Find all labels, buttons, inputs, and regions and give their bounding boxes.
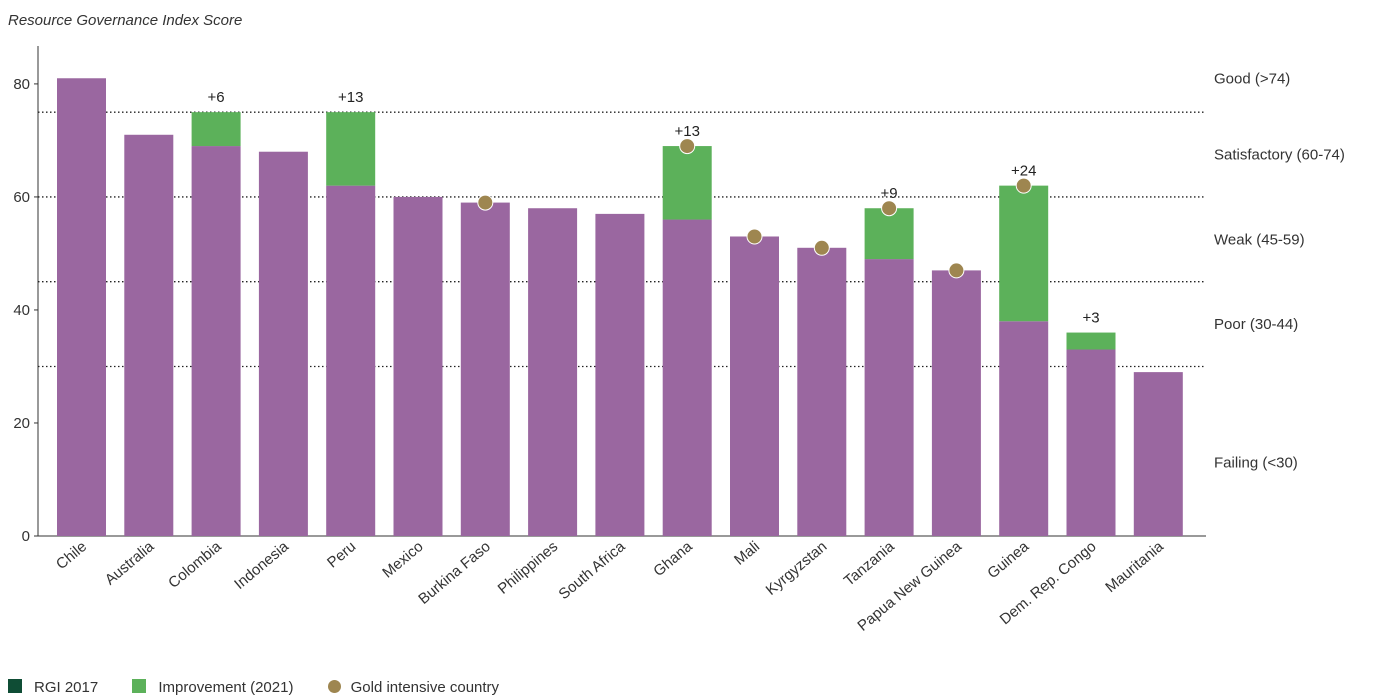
- bar-rgi-2017-kyrgyzstan: [797, 247, 847, 536]
- legend-label-rgi-2017: RGI 2017: [34, 678, 99, 696]
- bar-annotation-dem-rep-congo: +3: [1082, 310, 1099, 327]
- band-label-poor-30-44: Poor (30-44): [1214, 316, 1298, 333]
- bar-rgi-2017-colombia: [191, 146, 241, 536]
- bar-rgi-2017-tanzania: [864, 259, 914, 536]
- y-tick-label-80: 80: [13, 76, 30, 93]
- gold-dot-burkina-faso: [477, 194, 494, 211]
- y-tick-label-60: 60: [13, 189, 30, 206]
- bar-rgi-2017-peru: [326, 185, 376, 536]
- bar-improvement-ghana: [662, 146, 712, 220]
- x-tick-label-mali: Mali: [731, 538, 763, 569]
- x-tick-label-philippines: Philippines: [495, 538, 562, 598]
- x-tick-label-tanzania: Tanzania: [841, 538, 898, 590]
- legend: RGI 2017 Improvement (2021) Gold intensi…: [8, 678, 529, 696]
- bar-improvement-dem-rep-congo: [1066, 332, 1116, 350]
- x-tick-label-indonesia: Indonesia: [231, 538, 292, 593]
- bar-rgi-2017-papua-new-guinea: [931, 270, 981, 536]
- bar-rgi-2017-ghana: [662, 219, 712, 536]
- bar-rgi-2017-dem-rep-congo: [1066, 349, 1116, 536]
- bar-improvement-peru: [326, 112, 376, 186]
- gold-dot-papua-new-guinea: [948, 262, 965, 279]
- band-label-failing-30: Failing (<30): [1214, 455, 1298, 472]
- gold-dot-mali: [746, 228, 763, 245]
- x-tick-label-mauritania: Mauritania: [1102, 538, 1167, 596]
- bar-annotation-peru: +13: [338, 89, 363, 106]
- bar-rgi-2017-mexico: [393, 196, 443, 536]
- bar-improvement-colombia: [191, 112, 241, 147]
- legend-dot-gold-intensive: [327, 679, 341, 693]
- bar-rgi-2017-guinea: [999, 321, 1049, 536]
- bar-rgi-2017-mali: [730, 236, 779, 536]
- x-tick-label-ghana: Ghana: [650, 538, 696, 580]
- bar-annotation-colombia: +6: [208, 89, 225, 106]
- gold-dot-tanzania: [881, 200, 898, 217]
- legend-label-improvement: Improvement (2021): [158, 678, 294, 696]
- x-tick-label-australia: Australia: [102, 538, 158, 589]
- legend-item-gold-intensive: Gold intensive country: [327, 678, 500, 696]
- band-label-good-74: Good (>74): [1214, 70, 1290, 87]
- bar-rgi-2017-australia: [124, 134, 174, 536]
- x-tick-label-peru: Peru: [324, 538, 359, 571]
- x-tick-label-guinea: Guinea: [984, 538, 1032, 583]
- legend-item-improvement: Improvement (2021): [132, 678, 294, 696]
- bar-improvement-guinea: [999, 185, 1049, 322]
- bar-annotation-ghana: +13: [674, 123, 699, 140]
- legend-swatch-rgi-2017: [8, 678, 22, 693]
- band-label-satisfactory-60-74: Satisfactory (60-74): [1214, 147, 1345, 164]
- bar-rgi-2017-south-africa: [595, 213, 645, 536]
- bar-rgi-2017-philippines: [528, 208, 578, 537]
- y-tick-label-40: 40: [13, 302, 30, 319]
- bar-rgi-2017-indonesia: [258, 151, 308, 536]
- x-tick-label-colombia: Colombia: [165, 538, 225, 592]
- chart-title: Resource Governance Index Score: [8, 12, 243, 29]
- bar-rgi-2017-burkina-faso: [460, 202, 510, 536]
- bar-improvement-tanzania: [864, 208, 914, 260]
- x-tick-label-burkina-faso: Burkina Faso: [415, 538, 494, 608]
- x-tick-label-chile: Chile: [53, 538, 90, 573]
- band-label-weak-45-59: Weak (45-59): [1214, 231, 1305, 248]
- x-tick-label-kyrgyzstan: Kyrgyzstan: [763, 538, 831, 599]
- bar-annotation-tanzania: +9: [881, 185, 898, 202]
- y-tick-label-0: 0: [22, 528, 30, 545]
- legend-label-gold-intensive: Gold intensive country: [350, 678, 500, 696]
- bar-rgi-2017-mauritania: [1133, 372, 1183, 536]
- bar-annotation-guinea: +24: [1011, 163, 1036, 180]
- y-tick-label-20: 20: [13, 415, 30, 432]
- gold-dot-ghana: [679, 138, 696, 155]
- x-tick-label-mexico: Mexico: [379, 538, 426, 582]
- legend-item-rgi-2017: RGI 2017: [8, 678, 99, 696]
- x-tick-label-south-africa: South Africa: [556, 538, 629, 603]
- gold-dot-guinea: [1015, 177, 1032, 194]
- bar-rgi-2017-chile: [57, 78, 106, 537]
- gold-dot-kyrgyzstan: [813, 239, 830, 256]
- legend-swatch-improvement: [132, 678, 147, 693]
